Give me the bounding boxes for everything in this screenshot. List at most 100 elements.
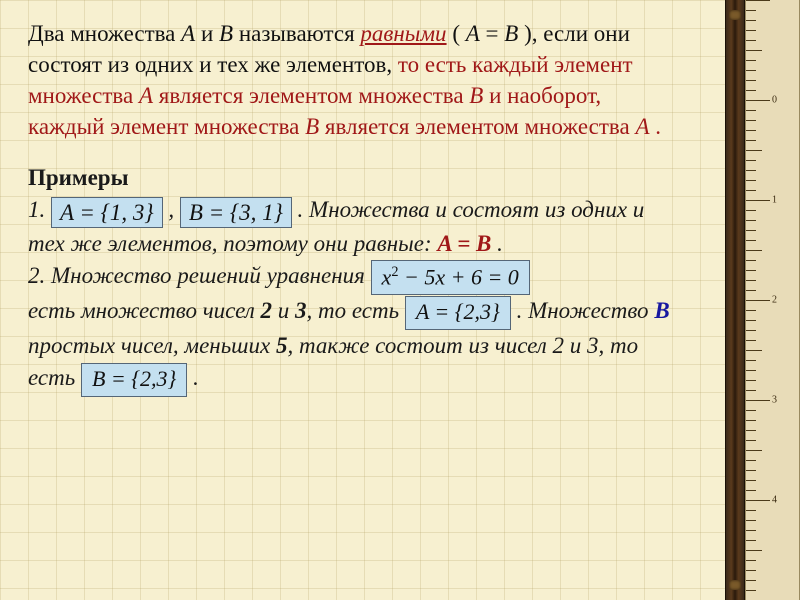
book-spine — [725, 0, 745, 600]
ruler-tick — [746, 190, 756, 191]
ruler-tick — [746, 40, 756, 41]
ex2-b: есть множество чисел — [28, 298, 261, 323]
ex2-d: . Множество — [517, 298, 655, 323]
ruler-tick — [746, 540, 756, 541]
ruler-tick — [746, 300, 770, 301]
ruler-tick — [746, 110, 756, 111]
formula-a23: A = {2,3} — [405, 296, 511, 330]
ruler-label: 1 — [772, 195, 777, 206]
ruler-tick — [746, 140, 756, 141]
ruler-tick — [746, 160, 756, 161]
ruler-label: 3 — [772, 395, 777, 406]
slide-content: Два множества А и В называются равными (… — [0, 0, 700, 407]
examples-header: Примеры — [28, 162, 672, 194]
ruler-tick — [746, 320, 756, 321]
ruler-tick — [746, 380, 756, 381]
var-b: В — [504, 21, 518, 46]
ruler-tick — [746, 80, 756, 81]
ruler-tick — [746, 480, 756, 481]
ruler-tick — [746, 150, 762, 151]
ruler-tick — [746, 260, 756, 261]
formula-b31: B = {3, 1} — [180, 197, 292, 228]
ruler-tick — [746, 180, 756, 181]
ruler-tick — [746, 20, 756, 21]
def-red: является элементом множества — [319, 114, 635, 139]
ruler-tick — [746, 30, 756, 31]
ruler-tick — [746, 420, 756, 421]
ruler-tick — [746, 590, 756, 591]
ruler-tick — [746, 120, 756, 121]
ruler-tick — [746, 210, 756, 211]
ruler-tick — [746, 350, 762, 351]
ruler-tick — [746, 370, 756, 371]
ex2-g: . — [193, 365, 199, 390]
ruler-tick — [746, 290, 756, 291]
ruler-tick — [746, 340, 756, 341]
var-a: А — [181, 21, 195, 46]
num-3: 3 — [295, 298, 307, 323]
ruler-tick — [746, 490, 756, 491]
ruler-tick — [746, 200, 770, 201]
formula-b23: B = {2,3} — [81, 363, 187, 397]
example-1: 1. A = {1, 3} , B = {3, 1} . Множества и… — [28, 194, 672, 259]
ruler-tick — [746, 470, 756, 471]
ruler-tick — [746, 430, 756, 431]
ex2-e: простых чисел, меньших — [28, 333, 276, 358]
ruler-tick — [746, 170, 756, 171]
ruler-tick — [746, 220, 756, 221]
ruler-tick — [746, 130, 756, 131]
ruler-tick — [746, 460, 756, 461]
num-2: 2 — [261, 298, 273, 323]
var-b: В — [469, 83, 483, 108]
def-red: . — [650, 114, 662, 139]
ruler-label: 4 — [772, 495, 777, 506]
ruler-tick — [746, 500, 770, 501]
ruler-tick — [746, 250, 762, 251]
examples-block: Примеры 1. A = {1, 3} , B = {3, 1} . Мно… — [28, 162, 672, 397]
definition-paragraph: Два множества А и В называются равными (… — [28, 18, 672, 142]
ruler-tick — [746, 400, 770, 401]
var-b: В — [305, 114, 319, 139]
formula-a13: A = {1, 3} — [51, 197, 163, 228]
num-5: 5 — [276, 333, 288, 358]
var-a: А — [635, 114, 649, 139]
ruler-tick — [746, 330, 756, 331]
def-text: Два множества — [28, 21, 181, 46]
ex1-num: 1. — [28, 197, 51, 222]
ruler-tick — [746, 240, 756, 241]
var-b: В — [219, 21, 233, 46]
ruler-tick — [746, 10, 756, 11]
ex2-a: 2. Множество решений уравнения — [28, 263, 371, 288]
ex2-and: и — [272, 298, 295, 323]
ruler-tick — [746, 550, 762, 551]
ruler-tick — [746, 390, 756, 391]
def-text: ( — [447, 21, 466, 46]
def-text: = — [480, 21, 504, 46]
ruler-tick — [746, 510, 756, 511]
var-b-blue: В — [654, 298, 669, 323]
ruler-panel: 01234 — [725, 0, 800, 600]
formula-quadratic: x2 − 5x + 6 = 0 — [371, 260, 530, 295]
ruler-tick — [746, 440, 756, 441]
ruler-label: 2 — [772, 295, 777, 306]
ruler-tick — [746, 280, 756, 281]
ruler-tick — [746, 450, 762, 451]
ruler-tick — [746, 360, 756, 361]
ex2-c: , то есть — [307, 298, 405, 323]
ruler: 01234 — [745, 0, 800, 600]
ruler-tick — [746, 230, 756, 231]
ruler-tick — [746, 90, 756, 91]
ruler-tick — [746, 410, 756, 411]
ruler-tick — [746, 50, 762, 51]
ruler-tick — [746, 520, 756, 521]
var-a: А — [466, 21, 480, 46]
def-text: называются — [233, 21, 360, 46]
ex1-comma: , — [168, 197, 180, 222]
ruler-tick — [746, 580, 756, 581]
ruler-tick — [746, 560, 756, 561]
ex1-eq: A = B — [437, 231, 491, 256]
keyword-equal: равными — [360, 21, 446, 46]
ruler-tick — [746, 100, 770, 101]
ruler-tick — [746, 0, 770, 1]
ruler-tick — [746, 60, 756, 61]
